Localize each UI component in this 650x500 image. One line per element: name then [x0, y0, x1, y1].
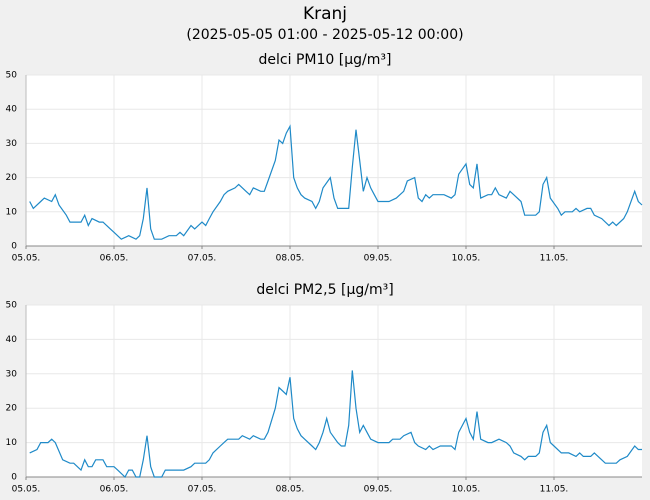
chart-title: delci PM10 [µg/m³]: [259, 52, 392, 68]
y-tick-label: 50: [6, 301, 18, 311]
y-tick-label: 30: [6, 139, 18, 149]
x-tick-label: 07.05.: [188, 485, 217, 495]
x-tick-label: 08.05.: [276, 254, 305, 264]
y-tick-label: 10: [6, 438, 18, 448]
plot-area: [26, 305, 642, 477]
x-tick-label: 06.05.: [100, 254, 129, 264]
x-tick-label: 10.05.: [452, 254, 481, 264]
x-tick-label: 10.05.: [452, 485, 481, 495]
y-tick-label: 20: [6, 404, 18, 414]
chart-title: delci PM2,5 [µg/m³]: [256, 282, 393, 298]
plot-area: [26, 75, 642, 246]
x-tick-label: 09.05.: [364, 254, 393, 264]
y-tick-label: 10: [6, 207, 18, 217]
x-tick-label: 11.05.: [540, 485, 569, 495]
x-tick-label: 06.05.: [100, 485, 129, 495]
y-tick-label: 30: [6, 369, 18, 379]
data-line: [29, 124, 643, 240]
page-subtitle: (2025-05-05 01:00 - 2025-05-12 00:00): [186, 27, 463, 43]
y-tick-label: 0: [11, 242, 17, 252]
x-tick-label: 05.05.: [12, 485, 41, 495]
page-title: Kranj: [303, 4, 347, 24]
x-tick-label: 08.05.: [276, 485, 305, 495]
x-tick-label: 11.05.: [540, 254, 569, 264]
y-tick-label: 40: [6, 335, 18, 345]
x-tick-label: 07.05.: [188, 254, 217, 264]
y-tick-label: 20: [6, 173, 18, 183]
y-tick-label: 50: [6, 71, 18, 81]
data-line: [29, 370, 642, 478]
y-tick-label: 0: [11, 473, 17, 483]
x-tick-label: 09.05.: [364, 485, 393, 495]
y-tick-label: 40: [6, 105, 18, 115]
x-tick-label: 05.05.: [12, 254, 41, 264]
